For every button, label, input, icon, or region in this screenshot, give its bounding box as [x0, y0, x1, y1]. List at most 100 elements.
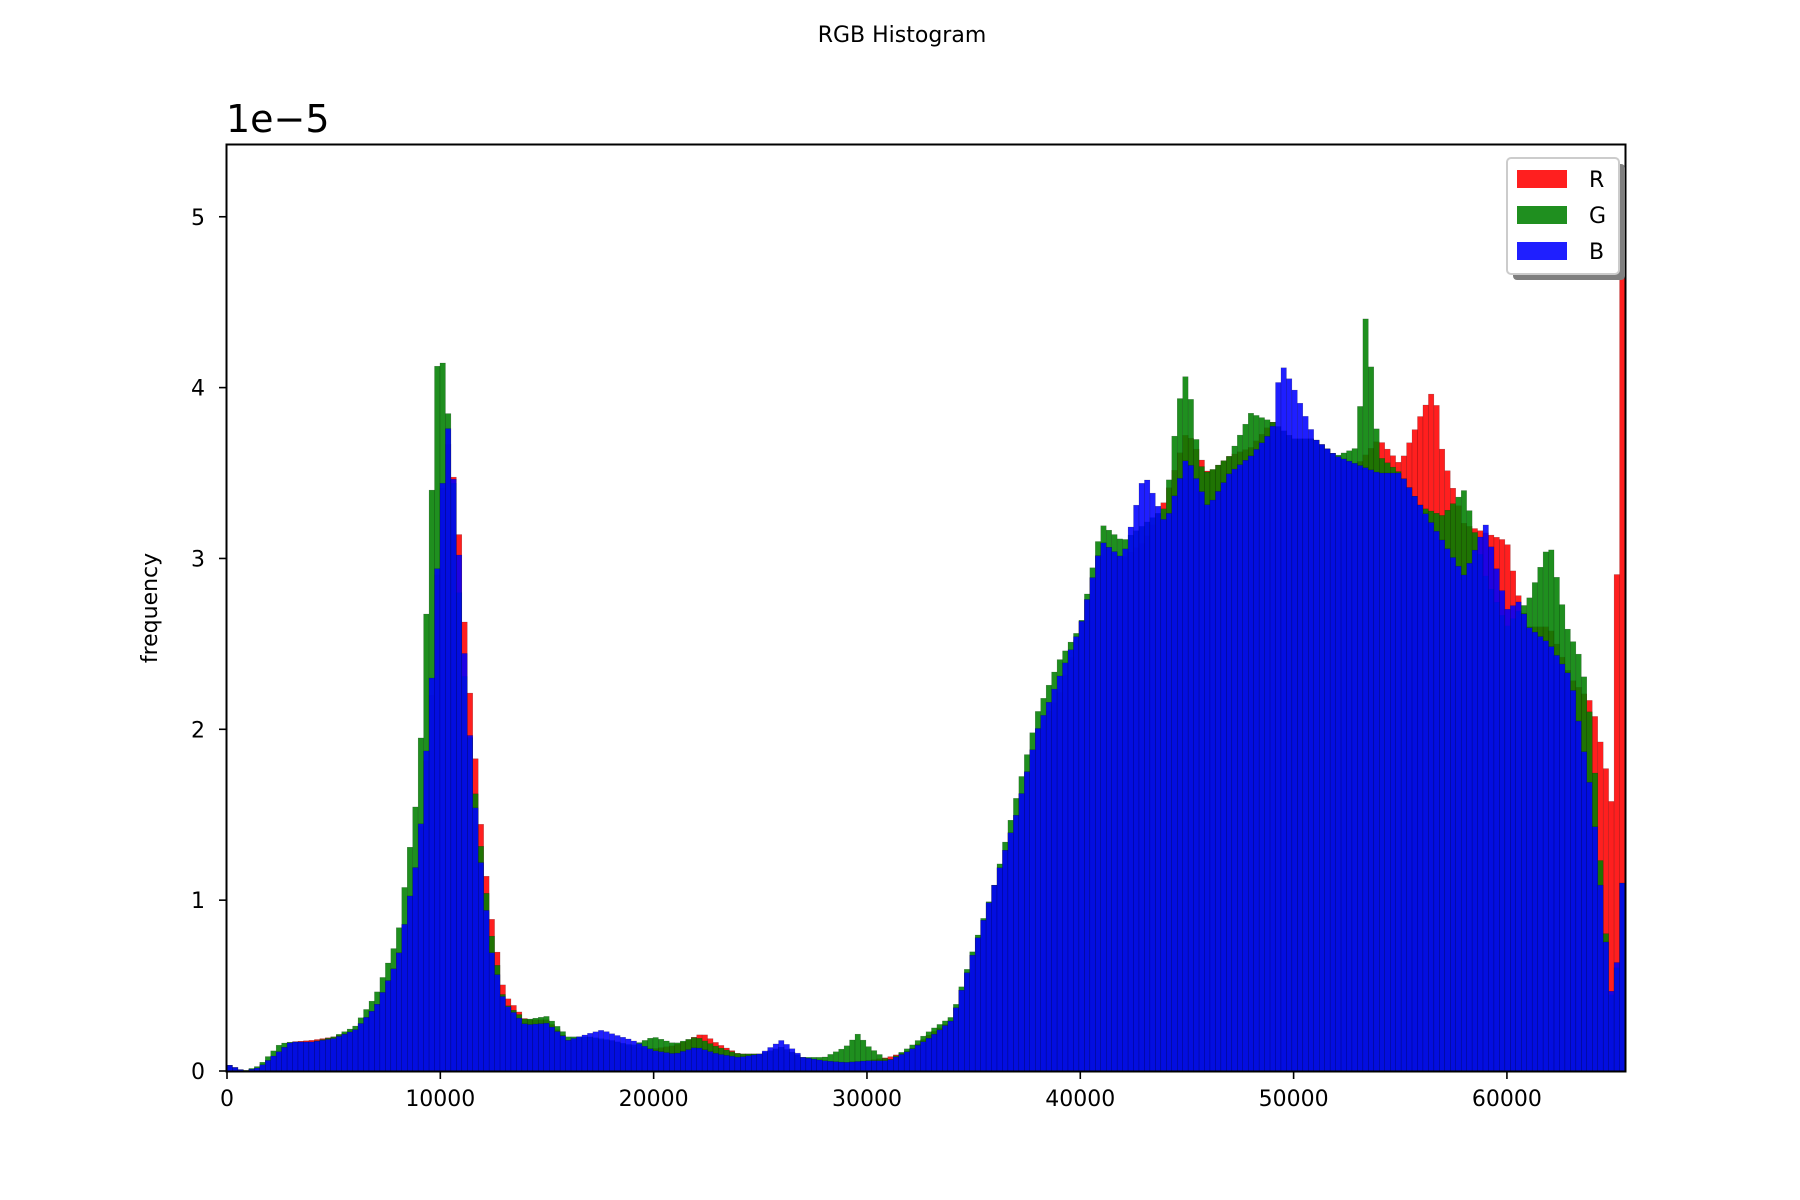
- bar-b: [800, 1057, 807, 1072]
- axis-ticks: 0 10000 20000 30000 40000 50000 60000 0 1 2 3 4 5: [191, 206, 1542, 1112]
- bar-b: [1542, 640, 1549, 1072]
- bar-b: [1357, 465, 1364, 1072]
- bar-b: [783, 1044, 790, 1072]
- bar-b: [1138, 483, 1145, 1072]
- bar-b: [1455, 566, 1462, 1072]
- bar-b: [669, 1053, 676, 1072]
- bar-b: [1018, 793, 1025, 1072]
- bar-b: [767, 1047, 774, 1072]
- legend-label-g: G: [1589, 204, 1606, 229]
- bar-b: [734, 1056, 741, 1072]
- bar-b: [876, 1060, 883, 1072]
- bar-b: [1450, 557, 1456, 1072]
- bar-b: [1116, 555, 1123, 1072]
- bar-b: [565, 1040, 572, 1072]
- bar-b: [619, 1037, 626, 1072]
- bar-b: [778, 1040, 785, 1072]
- bar-b: [958, 990, 965, 1072]
- bar-b: [680, 1051, 686, 1072]
- bar-b: [1269, 426, 1276, 1072]
- x-tick-label: 10000: [405, 1087, 475, 1112]
- bar-b: [1526, 627, 1533, 1072]
- bar-b: [275, 1051, 282, 1072]
- bar-b: [363, 1017, 370, 1072]
- bar-b: [325, 1039, 331, 1072]
- bar-b: [483, 910, 490, 1072]
- bar-b: [1204, 504, 1211, 1072]
- bar-b: [281, 1047, 288, 1072]
- bar-b: [712, 1053, 719, 1072]
- legend-label-r: R: [1589, 168, 1604, 193]
- bar-b: [1586, 782, 1593, 1072]
- bar-b: [1433, 531, 1440, 1072]
- bar-b: [1313, 439, 1320, 1072]
- bar-b: [811, 1058, 817, 1072]
- bar-b: [729, 1056, 736, 1072]
- bar-b: [1166, 513, 1172, 1072]
- bar-b: [270, 1055, 277, 1072]
- bar-b: [510, 1012, 517, 1072]
- bar-b: [1029, 749, 1036, 1072]
- y-scale-offset-text: 1e−5: [226, 97, 330, 141]
- bar-b: [581, 1034, 588, 1072]
- bar-b: [1444, 548, 1451, 1072]
- bar-b: [985, 902, 992, 1072]
- y-tick-label: 1: [191, 889, 205, 914]
- bar-b: [1220, 482, 1227, 1072]
- bar-b: [609, 1033, 615, 1072]
- bar-b: [346, 1031, 353, 1072]
- bar-b: [1510, 605, 1516, 1072]
- bar-b: [1373, 471, 1380, 1072]
- bar-b: [953, 1007, 959, 1072]
- bar-b: [1062, 662, 1069, 1072]
- bar-b: [1226, 473, 1233, 1072]
- bar-b: [991, 885, 998, 1072]
- bar-b: [226, 1065, 233, 1072]
- bar-b: [1477, 536, 1484, 1072]
- bar-b: [1198, 491, 1205, 1072]
- bar-b: [472, 807, 479, 1072]
- bar-b: [1013, 815, 1020, 1072]
- bar-b: [931, 1034, 938, 1072]
- bar-b: [674, 1052, 681, 1072]
- bar-b: [603, 1031, 610, 1072]
- bar-b: [1515, 601, 1522, 1072]
- bar-b: [1084, 599, 1091, 1072]
- x-tick-label: 0: [220, 1087, 234, 1112]
- bar-b: [614, 1035, 621, 1072]
- plot-area-frame: [225, 143, 1627, 1073]
- bar-b: [1318, 444, 1325, 1072]
- bar-b: [543, 1023, 550, 1072]
- bar-b: [647, 1048, 654, 1072]
- bar-b: [461, 653, 468, 1072]
- bar-b: [319, 1040, 326, 1072]
- bar-b: [1395, 472, 1402, 1072]
- bar-b: [434, 568, 441, 1072]
- bar-b: [1619, 882, 1626, 1072]
- bar-b: [1280, 367, 1287, 1072]
- bar-b: [1521, 613, 1527, 1072]
- bar-b: [882, 1060, 888, 1072]
- bar-b: [827, 1061, 834, 1072]
- bar-b: [1570, 690, 1577, 1072]
- bar-b: [488, 952, 495, 1072]
- bar-b: [843, 1062, 850, 1072]
- bar-b: [314, 1040, 321, 1072]
- bar-b: [1024, 771, 1030, 1072]
- bar-b: [1073, 636, 1080, 1072]
- bar-b: [751, 1054, 757, 1072]
- bar-b: [641, 1046, 648, 1072]
- bar-b: [1422, 513, 1429, 1072]
- bar-b: [417, 823, 424, 1072]
- bar-b: [630, 1040, 637, 1072]
- bar-b: [450, 478, 457, 1072]
- bar-b: [407, 895, 413, 1072]
- bar-b: [232, 1067, 239, 1072]
- bar-b: [690, 1047, 697, 1072]
- bar-b: [374, 1004, 381, 1072]
- bar-b: [598, 1030, 605, 1072]
- bar-b: [838, 1061, 845, 1072]
- bar-b: [505, 1006, 512, 1072]
- bar-b: [292, 1041, 299, 1072]
